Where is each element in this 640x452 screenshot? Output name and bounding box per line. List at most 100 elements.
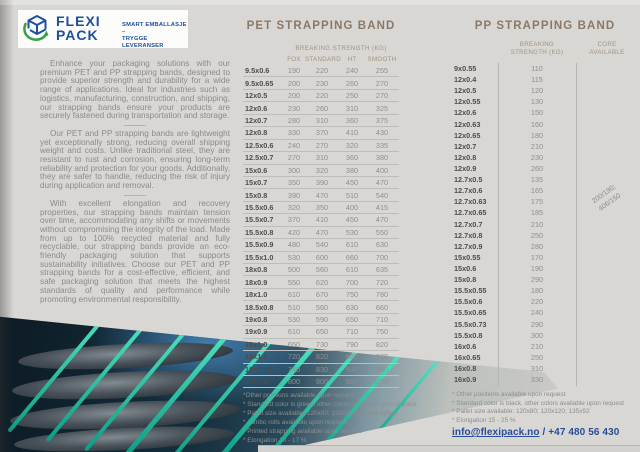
footnote-line: * Standard color is black, other colors … [452, 399, 624, 407]
pp-table-row: 15.5x0.55 180 [452, 285, 638, 296]
pet-table-row: 18x0.8 500 560 610 635 [243, 264, 399, 277]
pp-table-row: 15x0.55 170 [452, 252, 638, 263]
pp-strength-value: 210 [530, 341, 544, 351]
pet-strength-value: 335 [375, 140, 389, 150]
pet-footnotes: *Other positions available upon request *… [243, 391, 483, 445]
pp-table-row: 15x0.6 190 [452, 263, 638, 274]
pet-strength-value: 310 [315, 153, 329, 163]
pet-size-label: 19x0.8 [245, 314, 268, 324]
pp-size-label: 12.7x0.6 [454, 186, 483, 196]
pet-strength-value: 880 [345, 352, 359, 362]
pet-size-label: 15x0.8 [245, 190, 268, 200]
pet-strength-value: 660 [345, 252, 359, 262]
pp-strength-value: 280 [530, 241, 544, 251]
pp-size-label: 15x0.8 [454, 275, 477, 285]
pet-strength-value: 930 [345, 364, 359, 374]
pp-strength-value: 210 [530, 141, 544, 151]
pet-strength-value: 360 [345, 153, 359, 163]
pp-strength-value: 250 [530, 230, 544, 240]
pet-strength-value: 820 [315, 352, 329, 362]
pet-strength-value: 650 [287, 339, 301, 349]
pet-strength-value: 540 [315, 240, 329, 250]
pet-size-label: 19x1.1 [245, 352, 268, 362]
pet-strength-value: 270 [315, 140, 329, 150]
pp-core-header-line2: AVAILABLE [589, 48, 625, 56]
pet-table-row: 19x1.1 720 820 880 920 [243, 351, 399, 364]
pp-strength-header-line2: STRENGTH (KG) [510, 48, 564, 56]
pp-size-label: 15.5x0.73 [454, 319, 487, 329]
pet-size-label: 18.5x0.8 [245, 302, 274, 312]
pet-table-row: 12x0.7 280 310 360 375 [243, 115, 399, 128]
pet-strength-value: 330 [287, 128, 301, 138]
pet-strength-value: 550 [287, 277, 301, 287]
pet-strength-value: 430 [375, 128, 389, 138]
pet-strength-value: 750 [375, 327, 389, 337]
pet-strength-value: 630 [375, 240, 389, 250]
pp-size-label: 12x0.63 [454, 119, 481, 129]
pet-table-row: 9.5x0.6 190 220 240 255 [243, 65, 399, 78]
pp-size-label: 12.7x0.9 [454, 241, 483, 251]
pp-strength-value: 185 [530, 208, 544, 218]
pp-strength-value: 300 [530, 330, 544, 340]
pet-strength-value: 730 [315, 339, 329, 349]
pp-table-row: 15.5x0.73 290 [452, 319, 638, 330]
pet-strength-value: 200 [287, 78, 301, 88]
pp-strength-value: 240 [530, 308, 544, 318]
pp-size-label: 16x0.9 [454, 375, 477, 385]
pet-strength-value: 260 [345, 78, 359, 88]
page-bottom-edge [258, 445, 640, 452]
pet-strength-value: 780 [375, 290, 389, 300]
pp-core-header-line1: CORE [597, 41, 617, 48]
pet-table-body: 9.5x0.6 190 220 240 255 9.5x0.65 200 230 260 270 1… [243, 65, 399, 389]
pp-table-row: 12.7x0.9 280 [452, 241, 638, 252]
pp-table-row: 16x0.9 330 [452, 374, 638, 385]
pp-strength-value: 190 [530, 264, 544, 274]
pp-table-row: 15.5x0.6 220 [452, 296, 638, 307]
pet-strength-value: 560 [315, 302, 329, 312]
flexipack-logo: FLEXI PACK SMART EMBALLASJE – TRYGGE LEV… [18, 10, 188, 50]
brand-name: FLEXI PACK [56, 14, 101, 42]
pet-strength-value: 800 [287, 377, 301, 387]
pp-strength-value: 135 [530, 175, 544, 185]
email-link[interactable]: info@flexipack.no [452, 427, 540, 438]
pet-strength-value: 250 [345, 91, 359, 101]
pp-table-row: 12x0.5 120 [452, 85, 638, 96]
pp-footnotes: * Other positions available upon request… [452, 391, 640, 425]
pp-core-header: CORE AVAILABLE [576, 41, 638, 56]
pet-strength-value: 200 [287, 91, 301, 101]
cube-arrow-icon [21, 13, 53, 50]
footnote-line: * Pallet size available: 120x80; 120x120… [452, 408, 590, 416]
pp-size-label: 12.7x0.7 [454, 219, 483, 229]
pp-size-label: 9x0.55 [454, 64, 477, 74]
pp-table-row: 12.7x0.7 210 [452, 219, 638, 230]
contact-separator: / [539, 427, 549, 438]
pet-strength-value: 710 [375, 314, 389, 324]
pet-strength-value: 820 [375, 339, 389, 349]
pp-table-row: 12.7x0.5 135 [452, 174, 638, 185]
pet-strength-value: 700 [345, 277, 359, 287]
pet-strength-value: 720 [375, 277, 389, 287]
pp-strength-value: 110 [531, 64, 543, 74]
pp-size-label: 12x0.4 [454, 75, 477, 85]
pet-strength-value: 375 [375, 115, 389, 125]
pet-strength-value: 510 [345, 190, 359, 200]
pp-size-label: 12x0.65 [454, 130, 481, 140]
pet-strength-value: 190 [287, 66, 301, 76]
pet-strength-value: 390 [315, 178, 329, 188]
pp-strength-value: 170 [530, 252, 544, 262]
pet-size-label: 19x0.9 [245, 327, 268, 337]
footnote-line: * Elongation 10 - 17 % [243, 437, 307, 444]
pet-strength-value: 670 [315, 290, 329, 300]
pp-strength-value: 115 [531, 75, 543, 85]
pet-table-row: 15.5x0.6 320 350 400 415 [243, 202, 399, 215]
pet-strength-value: 325 [375, 103, 389, 113]
pet-size-label: 15.5x0.7 [245, 215, 274, 225]
pp-strength-value: 130 [530, 97, 544, 107]
pet-strength-value: 240 [287, 140, 301, 150]
pp-size-label: 15x0.55 [454, 252, 481, 262]
pp-strength-header: BREAKING STRENGTH (KG) [498, 41, 576, 56]
pet-strength-value: 720 [287, 352, 301, 362]
pet-strength-value: 300 [287, 165, 301, 175]
pet-strength-value: 480 [287, 240, 301, 250]
